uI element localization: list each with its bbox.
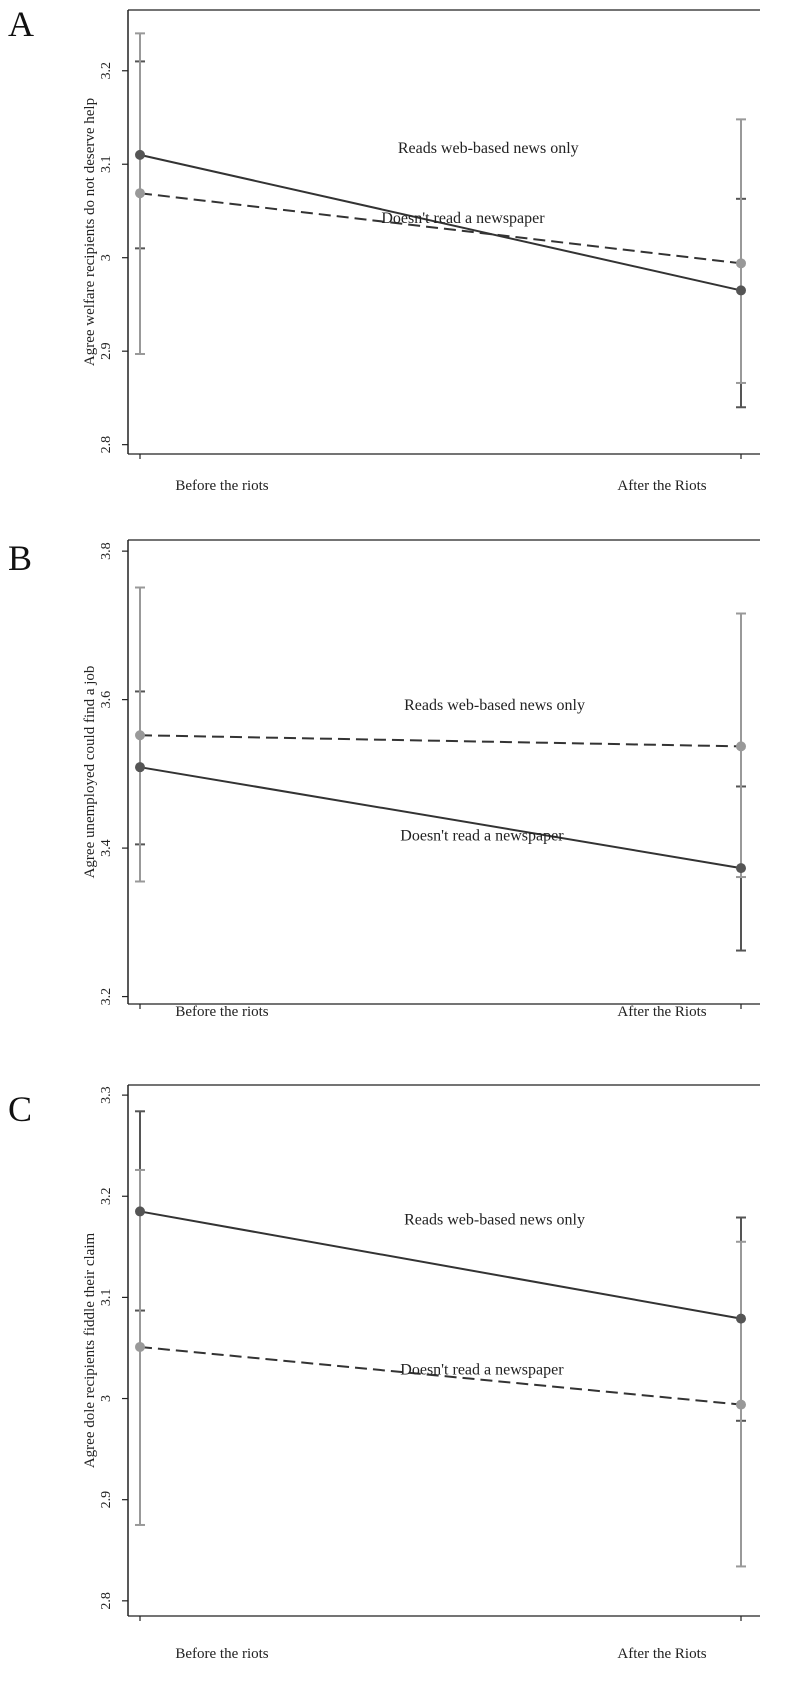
data-point-dashed [736, 741, 746, 752]
series-annotation: Doesn't read a newspaper [400, 1361, 564, 1378]
y-axis-title: Agree unemployed could find a job [82, 666, 98, 879]
panel-c: C 2.8 2.9 3 3.1 3.2 3.3 Agree dole recipients f… [0, 1075, 805, 1691]
y-tick-label: 3 [99, 254, 114, 261]
panel-a: A 2.8 2.9 3 3.1 3.2 Agree welfare recipients d… [0, 0, 805, 505]
data-point-dashed [736, 258, 746, 269]
data-point-dashed [736, 1399, 746, 1410]
data-point-solid [736, 285, 746, 296]
x-category-label: After the Riots [617, 1004, 706, 1020]
series-line-solid [139, 1210, 742, 1320]
x-category-label: After the Riots [617, 1646, 706, 1662]
series-annotation: Doesn't read a newspaper [381, 210, 545, 227]
x-category-label: Before the riots [175, 478, 268, 494]
x-category-label: Before the riots [175, 1646, 268, 1662]
y-axis-title: Agree welfare recipients do not deserve … [82, 98, 98, 366]
series-line-dashed [139, 734, 742, 748]
y-tick-label: 3.2 [99, 1188, 114, 1206]
y-tick-label: 3.6 [99, 691, 114, 709]
chart-panel-a: A 2.8 2.9 3 3.1 3.2 Agree welfare recipients d… [8, 4, 760, 494]
chart-panel-c: C 2.8 2.9 3 3.1 3.2 3.3 Agree dole recipients f… [8, 1084, 760, 1662]
panel-letter: A [8, 4, 34, 44]
series-annotation: Reads web-based news only [398, 140, 579, 157]
data-point-dashed [135, 730, 145, 741]
y-tick-label: 3.3 [99, 1086, 114, 1104]
panel-b: B 3.2 3.4 3.6 3.8 Agree unemployed could find… [0, 530, 805, 1050]
panel-letter: C [8, 1089, 32, 1129]
y-tick-label: 3.2 [99, 988, 114, 1006]
y-tick-label: 3.8 [99, 542, 114, 560]
y-tick-label: 2.8 [99, 436, 114, 454]
panel-letter: B [8, 538, 32, 578]
y-tick-label: 3.4 [99, 839, 114, 857]
chart-panel-b: B 3.2 3.4 3.6 3.8 Agree unemployed could find… [8, 538, 760, 1020]
y-axis-title: Agree dole recipients fiddle their claim [82, 1233, 98, 1469]
y-tick-label: 3.1 [99, 1289, 114, 1307]
y-tick-label: 2.9 [99, 1491, 114, 1509]
data-point-dashed [135, 188, 145, 199]
series-annotation: Doesn't read a newspaper [400, 828, 564, 845]
x-category-label: After the Riots [617, 478, 706, 494]
y-tick-label: 2.8 [99, 1592, 114, 1610]
series-line-dashed [139, 1345, 742, 1406]
data-point-solid [135, 762, 145, 773]
series-line-solid [139, 153, 742, 292]
data-point-solid [135, 149, 145, 160]
data-point-solid [736, 863, 746, 874]
y-tick-label: 3.1 [99, 155, 114, 173]
series-annotation: Reads web-based news only [404, 1212, 585, 1229]
series-line-solid [139, 766, 742, 870]
data-point-solid [736, 1313, 746, 1324]
data-point-solid [135, 1206, 145, 1217]
data-point-dashed [135, 1341, 145, 1352]
y-tick-label: 2.9 [99, 342, 114, 360]
x-category-label: Before the riots [175, 1004, 268, 1020]
y-tick-label: 3 [99, 1395, 114, 1402]
series-annotation: Reads web-based news only [404, 697, 585, 714]
series-line-dashed [139, 192, 742, 265]
y-tick-label: 3.2 [99, 62, 114, 80]
